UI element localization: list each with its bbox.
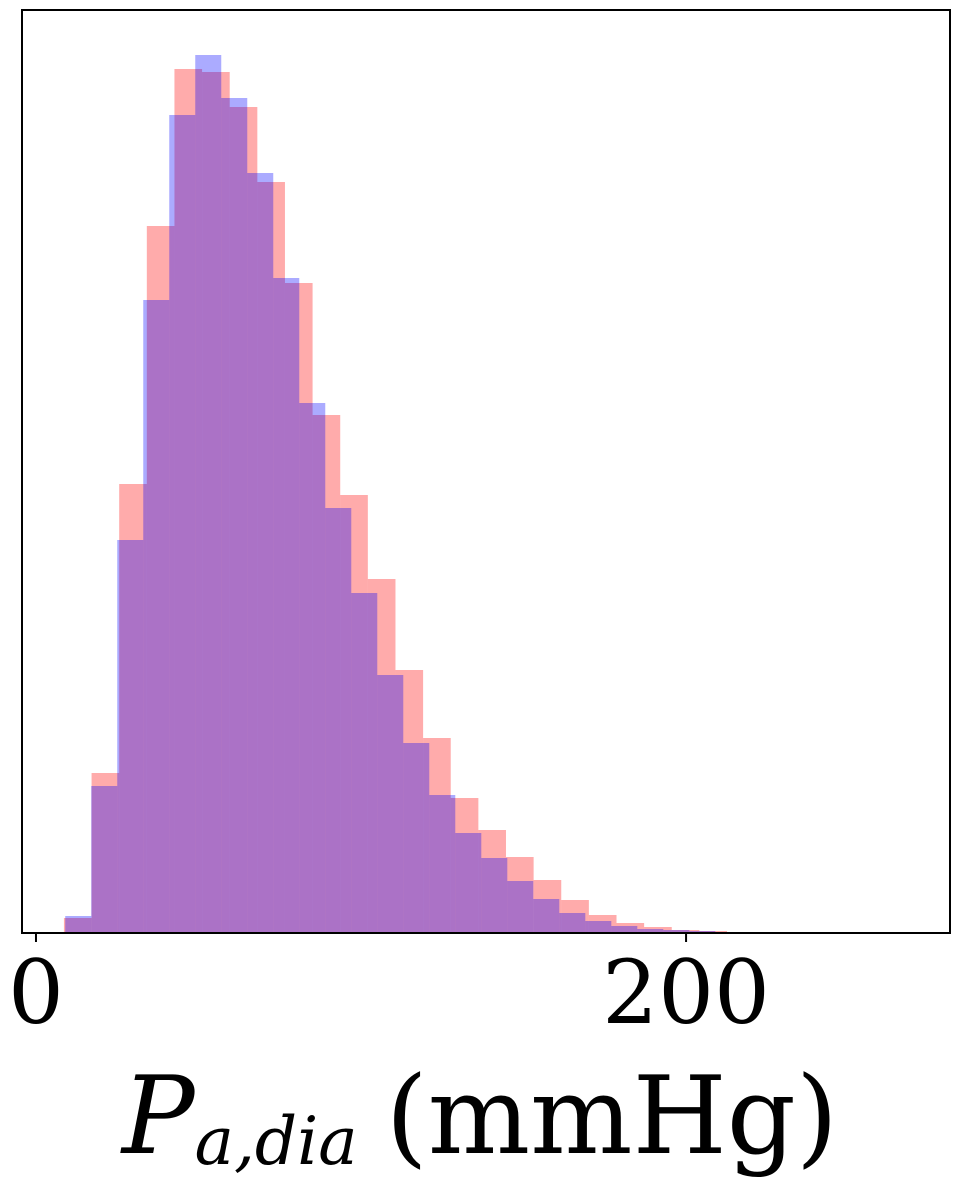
histogram-bar [588, 915, 617, 933]
x-label-symbol: P [120, 1054, 197, 1179]
histogram-bar [644, 927, 672, 933]
histogram-bar [63, 918, 92, 933]
histogram-bar [312, 415, 341, 933]
x-label-subscript: a,dia [195, 1103, 358, 1180]
histogram-bar [91, 786, 118, 933]
histogram-bar [663, 930, 690, 933]
x-tick-label: 200 [602, 941, 770, 1044]
histogram-bar [257, 182, 285, 933]
histogram-bar [195, 55, 222, 933]
histogram-bar [533, 899, 560, 933]
histogram-bar [169, 115, 196, 933]
histogram-bar [423, 738, 451, 933]
histogram-bar [229, 107, 258, 933]
histogram-bar [146, 226, 175, 933]
histogram-bar [507, 881, 534, 933]
histogram-bar [478, 830, 506, 933]
histogram-bar [65, 916, 92, 933]
histogram-bar [455, 833, 482, 933]
histogram-bar [202, 72, 230, 933]
x-axis-label: Pa,dia (mmHg) [120, 1054, 838, 1180]
histogram-bar [377, 675, 404, 933]
histogram-bar [403, 743, 430, 933]
histogram-bar [611, 926, 638, 933]
histogram-bar [174, 69, 203, 933]
histogram-bar [450, 798, 479, 933]
histogram-bar [585, 921, 612, 933]
histogram-bar [340, 495, 368, 933]
histogram-bar [325, 508, 352, 933]
bars [63, 55, 742, 933]
histogram-bar [117, 540, 144, 933]
histogram-bar [247, 173, 274, 933]
histogram-bar [351, 593, 378, 933]
histogram-bar [119, 484, 147, 933]
histogram-bar [561, 900, 589, 933]
x-label-unit: (mmHg) [386, 1054, 838, 1179]
histogram-bar [481, 858, 508, 933]
histogram-bar [616, 923, 645, 933]
x-tick-label: 0 [8, 941, 64, 1044]
histogram-bar [429, 795, 456, 933]
histogram-bar [284, 283, 313, 933]
histogram-bar [505, 857, 534, 933]
plot-frame [21, 9, 951, 934]
histogram-bar [367, 579, 396, 933]
x-axis: 0 200 [8, 933, 770, 1044]
histogram-bar [559, 913, 586, 933]
histogram-bar [221, 98, 248, 933]
histogram-bar [395, 670, 424, 933]
histogram-bar [91, 773, 120, 933]
histogram-bar [273, 278, 300, 933]
histogram-bar [299, 403, 326, 933]
histogram-bar [671, 930, 700, 933]
histogram-bar [143, 300, 170, 933]
histogram-bar [637, 929, 664, 933]
histogram-bar [533, 880, 562, 933]
